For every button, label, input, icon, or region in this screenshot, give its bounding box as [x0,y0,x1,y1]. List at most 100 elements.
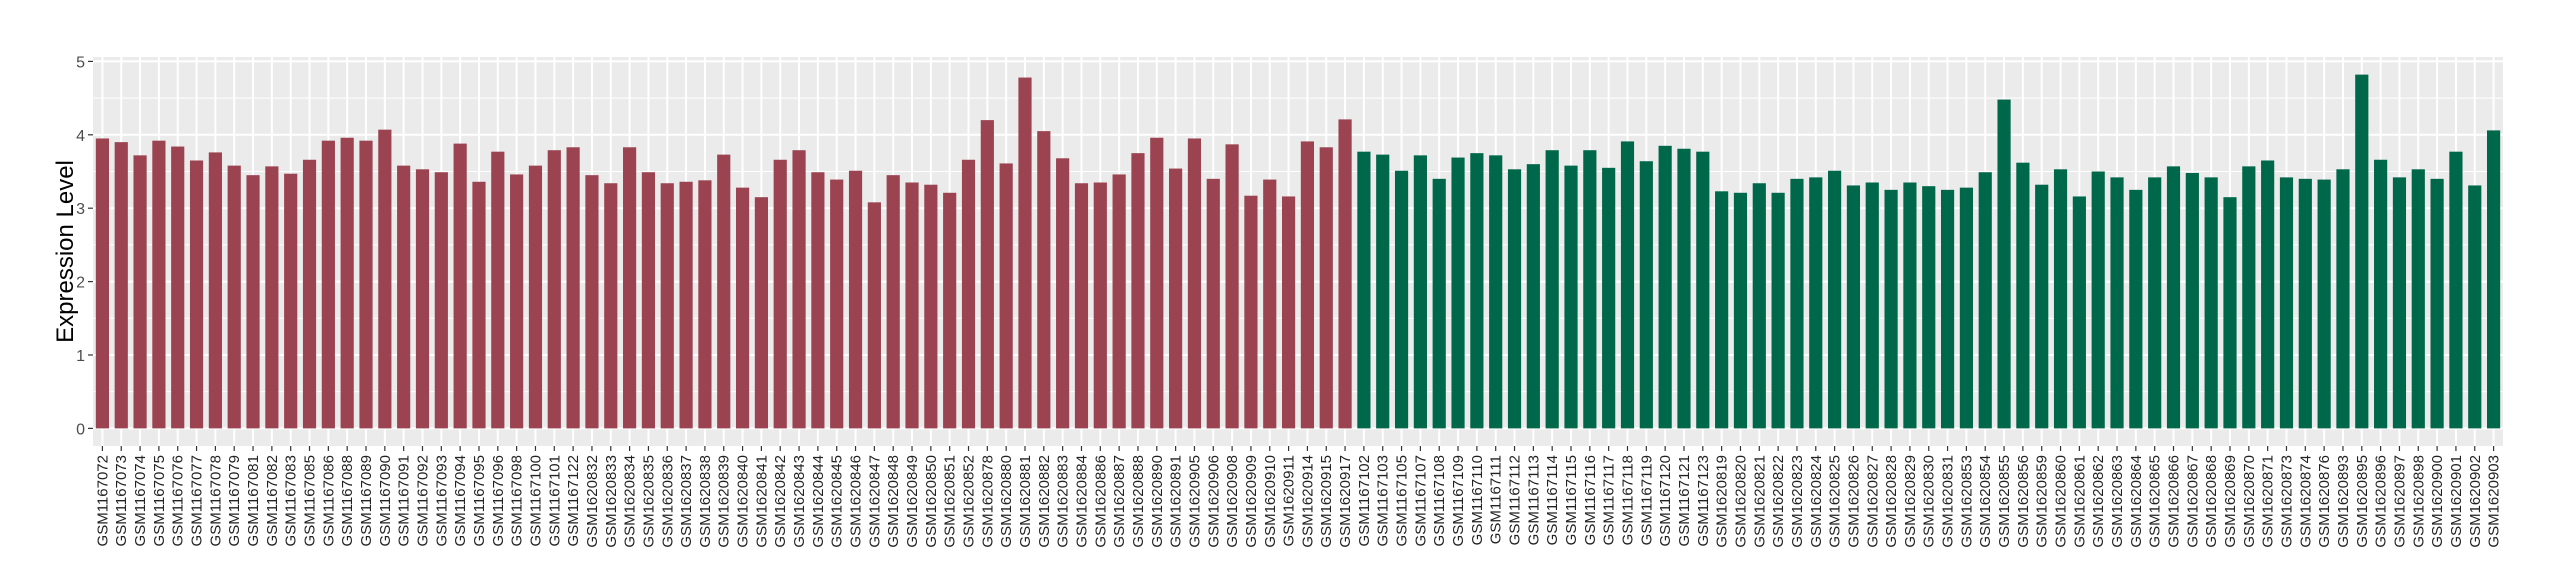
x-tick-label: GSM1620846 [848,455,865,548]
x-tick-label: GSM1620873 [2278,455,2295,548]
bar [1319,147,1333,429]
bar [453,143,467,429]
x-tick-label: GSM1167093 [433,455,450,546]
x-tick-label: GSM1620870 [2241,455,2258,548]
bar [1828,170,1842,429]
x-tick-label: GSM1167098 [509,455,526,546]
bar [566,147,580,429]
x-tick-label: GSM1167083 [283,455,300,546]
bar [1093,182,1107,429]
bar [2166,166,2181,429]
x-tick-label: GSM1620914 [1299,455,1316,548]
bar [302,159,317,429]
x-tick-label: GSM1167105 [1394,455,1411,546]
x-tick-label: GSM1620884 [1073,455,1090,548]
x-tick-label: GSM1167072 [94,455,111,546]
x-tick-label: GSM1167076 [170,455,187,546]
bar [1018,77,1032,429]
x-tick-label: GSM1620838 [697,455,714,548]
x-tick-label: GSM1620833 [603,455,620,548]
bar [2486,130,2501,429]
x-tick-label: GSM1167115 [1563,455,1580,545]
x-tick-label: GSM1620865 [2147,455,2164,548]
x-tick-label: GSM1620848 [885,455,902,548]
x-tick-label: GSM1620822 [1770,455,1787,548]
x-tick-label: GSM1167089 [358,455,375,546]
x-tick-label: GSM1620901 [2448,455,2465,548]
x-tick-label: GSM1620908 [1224,455,1241,548]
x-tick-label: GSM1620869 [2222,455,2239,548]
x-tick-label: GSM1167091 [396,455,413,546]
x-tick-label: GSM1167082 [264,455,281,546]
bar [1206,178,1220,429]
bar [1187,138,1202,429]
x-tick-label: GSM1620839 [716,455,733,548]
bar [999,163,1013,429]
bar [2053,169,2068,429]
x-tick-label: GSM1620834 [622,455,639,548]
x-tick-label: GSM1620910 [1262,455,1279,548]
bar [152,140,166,429]
bar [2468,185,2482,429]
bar [717,154,731,429]
x-tick-label: GSM1167110 [1469,455,1486,545]
x-tick-label: GSM1167079 [226,455,243,546]
x-tick-label: GSM1167122 [565,455,582,546]
x-tick-label: GSM1167085 [302,455,319,546]
x-tick-label: GSM1167090 [377,455,394,546]
bar [811,172,825,429]
x-tick-label: GSM1167107 [1412,455,1429,546]
bar [1771,192,1785,429]
bar [321,140,335,429]
bar [1451,157,1465,429]
x-tick-label: GSM1167102 [1356,455,1373,546]
bar [1244,195,1258,429]
bar [1263,179,1277,429]
x-tick-label: GSM1167109 [1450,455,1467,546]
x-tick-label: GSM1620840 [735,455,752,548]
x-tick-label: GSM1620850 [923,455,940,548]
x-tick-label: GSM1167123 [1695,455,1712,546]
x-tick-label: GSM1167119 [1638,455,1655,545]
x-tick-label: GSM1620829 [1902,455,1919,548]
x-tick-label: GSM1620819 [1714,455,1731,548]
bar [1696,151,1710,429]
y-tick-label: 1 [76,348,85,365]
bar [1733,192,1748,429]
x-tick-label: GSM1620824 [1808,455,1825,548]
bar [1413,155,1427,429]
bar [1112,174,1126,429]
bar [1997,99,2011,429]
y-tick-label: 5 [76,54,85,71]
bar [2129,189,2143,429]
x-tick-label: GSM1620874 [2297,455,2314,548]
bar [208,152,222,429]
bar [1150,137,1164,429]
x-tick-label: GSM1620844 [810,455,827,548]
x-tick-label: GSM1620881 [1017,455,1034,548]
bar [340,137,354,429]
bar [679,181,693,429]
x-tick-label: GSM1620905 [1186,455,1203,548]
x-tick-label: GSM1167096 [490,455,507,546]
y-tick-label: 4 [76,128,85,145]
bar [2374,159,2388,429]
x-tick-label: GSM1620893 [2335,455,2352,548]
bar [1752,183,1766,429]
x-tick-label: GSM1167118 [1619,455,1636,545]
x-tick-label: GSM1620825 [1827,455,1844,548]
bar [2355,74,2369,429]
x-tick-label: GSM1620902 [2467,455,2484,548]
bar [359,140,373,429]
bar [1394,170,1409,429]
x-tick-label: GSM1620845 [829,455,846,548]
bar [265,166,279,429]
y-axis: 0 1 2 3 4 5 [76,54,93,438]
x-tick-label: GSM1620830 [1921,455,1938,548]
x-tick-label: GSM1167073 [113,455,130,546]
bars [95,74,2501,429]
bar [623,147,637,429]
x-tick-label: GSM1620853 [1958,455,1975,548]
x-tick-label: GSM1620831 [1940,455,1957,548]
x-tick-label: GSM1167095 [471,455,488,546]
